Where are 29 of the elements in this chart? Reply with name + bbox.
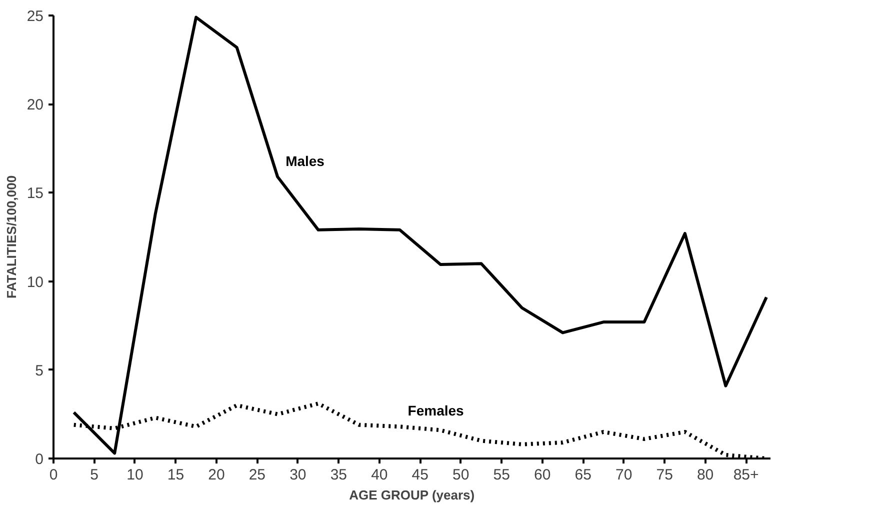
x-tick-label: 0 xyxy=(49,466,58,484)
x-tick-label: 5 xyxy=(90,466,98,484)
x-tick-label: 15 xyxy=(167,466,184,484)
x-tick-label: 10 xyxy=(126,466,144,484)
x-tick-label: 50 xyxy=(452,466,470,484)
y-tick-label: 20 xyxy=(26,96,44,114)
x-tick-label: 60 xyxy=(534,466,551,484)
x-tick-label: 35 xyxy=(330,466,348,484)
y-tick-label: 5 xyxy=(35,362,44,380)
x-tick-label: 65 xyxy=(574,466,592,484)
x-tick-label: 20 xyxy=(208,466,225,484)
x-tick-label: 70 xyxy=(616,466,632,484)
series-label: Males xyxy=(286,152,325,169)
series-label: Females xyxy=(408,402,464,419)
x-tick-label: 80 xyxy=(696,466,714,484)
x-axis-title: AGE GROUP (years) xyxy=(349,488,475,502)
x-tick-label: 25 xyxy=(248,466,266,484)
y-tick-label: 15 xyxy=(26,185,44,202)
y-tick-label: 10 xyxy=(26,274,44,291)
x-tick-label: 40 xyxy=(371,466,388,484)
x-tick-label: 75 xyxy=(656,466,673,484)
x-tick-label: 30 xyxy=(290,466,306,484)
line-series xyxy=(72,16,768,455)
y-tick-label: 25 xyxy=(26,8,44,25)
x-tick-label: 85+ xyxy=(733,466,760,484)
y-tick-label: 0 xyxy=(35,451,44,468)
y-axis-title: FATALITIES/100,000 xyxy=(4,175,19,299)
x-tick-label: 55 xyxy=(493,466,510,484)
x-tick-label: 45 xyxy=(412,466,428,484)
